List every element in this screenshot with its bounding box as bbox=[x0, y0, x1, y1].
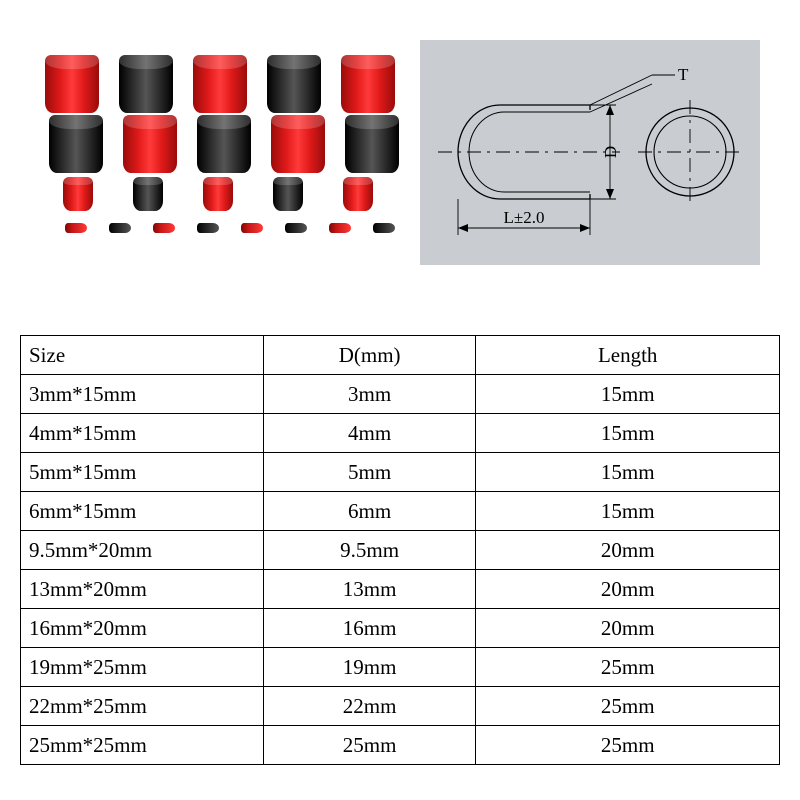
cell-d: 3mm bbox=[263, 375, 476, 414]
cap-red bbox=[329, 223, 351, 233]
cap-red bbox=[65, 223, 87, 233]
cell-d: 6mm bbox=[263, 492, 476, 531]
cap-black bbox=[345, 115, 399, 173]
cell-length: 20mm bbox=[476, 570, 780, 609]
cap-red bbox=[203, 177, 233, 211]
table-row: 9.5mm*20mm9.5mm20mm bbox=[21, 531, 780, 570]
cell-size: 3mm*15mm bbox=[21, 375, 264, 414]
cap-black bbox=[267, 55, 321, 113]
cap-black bbox=[49, 115, 103, 173]
table-row: 3mm*15mm3mm15mm bbox=[21, 375, 780, 414]
cell-length: 15mm bbox=[476, 375, 780, 414]
cell-length: 25mm bbox=[476, 726, 780, 765]
cap-black bbox=[373, 223, 395, 233]
table-row: 5mm*15mm5mm15mm bbox=[21, 453, 780, 492]
cell-d: 16mm bbox=[263, 609, 476, 648]
table-row: 13mm*20mm13mm20mm bbox=[21, 570, 780, 609]
product-photo bbox=[35, 55, 405, 265]
table-row: 16mm*20mm16mm20mm bbox=[21, 609, 780, 648]
cell-d: 4mm bbox=[263, 414, 476, 453]
table-row: 22mm*25mm22mm25mm bbox=[21, 687, 780, 726]
cap-red bbox=[153, 223, 175, 233]
cap-red bbox=[123, 115, 177, 173]
cap-red bbox=[343, 177, 373, 211]
cell-size: 6mm*15mm bbox=[21, 492, 264, 531]
cell-d: 22mm bbox=[263, 687, 476, 726]
cap-red bbox=[45, 55, 99, 113]
cell-d: 5mm bbox=[263, 453, 476, 492]
cell-size: 9.5mm*20mm bbox=[21, 531, 264, 570]
cell-size: 16mm*20mm bbox=[21, 609, 264, 648]
cap-black bbox=[119, 55, 173, 113]
diagram-label-length: L±2.0 bbox=[504, 208, 545, 227]
cell-d: 25mm bbox=[263, 726, 476, 765]
cap-black bbox=[197, 223, 219, 233]
cell-size: 22mm*25mm bbox=[21, 687, 264, 726]
cap-black bbox=[285, 223, 307, 233]
diagram-label-thickness: T bbox=[678, 65, 689, 84]
cell-size: 25mm*25mm bbox=[21, 726, 264, 765]
size-table-container: Size D(mm) Length 3mm*15mm3mm15mm4mm*15m… bbox=[20, 335, 780, 765]
cell-size: 13mm*20mm bbox=[21, 570, 264, 609]
cap-black bbox=[133, 177, 163, 211]
table-header-row: Size D(mm) Length bbox=[21, 336, 780, 375]
diagram-label-diameter: D bbox=[601, 146, 620, 158]
cell-d: 9.5mm bbox=[263, 531, 476, 570]
cell-size: 19mm*25mm bbox=[21, 648, 264, 687]
cell-d: 19mm bbox=[263, 648, 476, 687]
cell-length: 15mm bbox=[476, 414, 780, 453]
table-row: 4mm*15mm4mm15mm bbox=[21, 414, 780, 453]
table-row: 6mm*15mm6mm15mm bbox=[21, 492, 780, 531]
cap-red bbox=[241, 223, 263, 233]
cell-length: 20mm bbox=[476, 609, 780, 648]
cap-black bbox=[197, 115, 251, 173]
cell-length: 25mm bbox=[476, 687, 780, 726]
cap-black bbox=[273, 177, 303, 211]
col-header-length: Length bbox=[476, 336, 780, 375]
cap-red bbox=[193, 55, 247, 113]
size-table: Size D(mm) Length 3mm*15mm3mm15mm4mm*15m… bbox=[20, 335, 780, 765]
table-row: 25mm*25mm25mm25mm bbox=[21, 726, 780, 765]
cell-length: 25mm bbox=[476, 648, 780, 687]
cell-length: 15mm bbox=[476, 492, 780, 531]
cell-length: 15mm bbox=[476, 453, 780, 492]
col-header-d: D(mm) bbox=[263, 336, 476, 375]
cell-size: 4mm*15mm bbox=[21, 414, 264, 453]
cap-black bbox=[109, 223, 131, 233]
cap-red bbox=[341, 55, 395, 113]
cell-d: 13mm bbox=[263, 570, 476, 609]
technical-diagram: T D L±2.0 bbox=[420, 40, 760, 265]
col-header-size: Size bbox=[21, 336, 264, 375]
table-row: 19mm*25mm19mm25mm bbox=[21, 648, 780, 687]
cell-size: 5mm*15mm bbox=[21, 453, 264, 492]
cap-red bbox=[63, 177, 93, 211]
cap-red bbox=[271, 115, 325, 173]
cell-length: 20mm bbox=[476, 531, 780, 570]
